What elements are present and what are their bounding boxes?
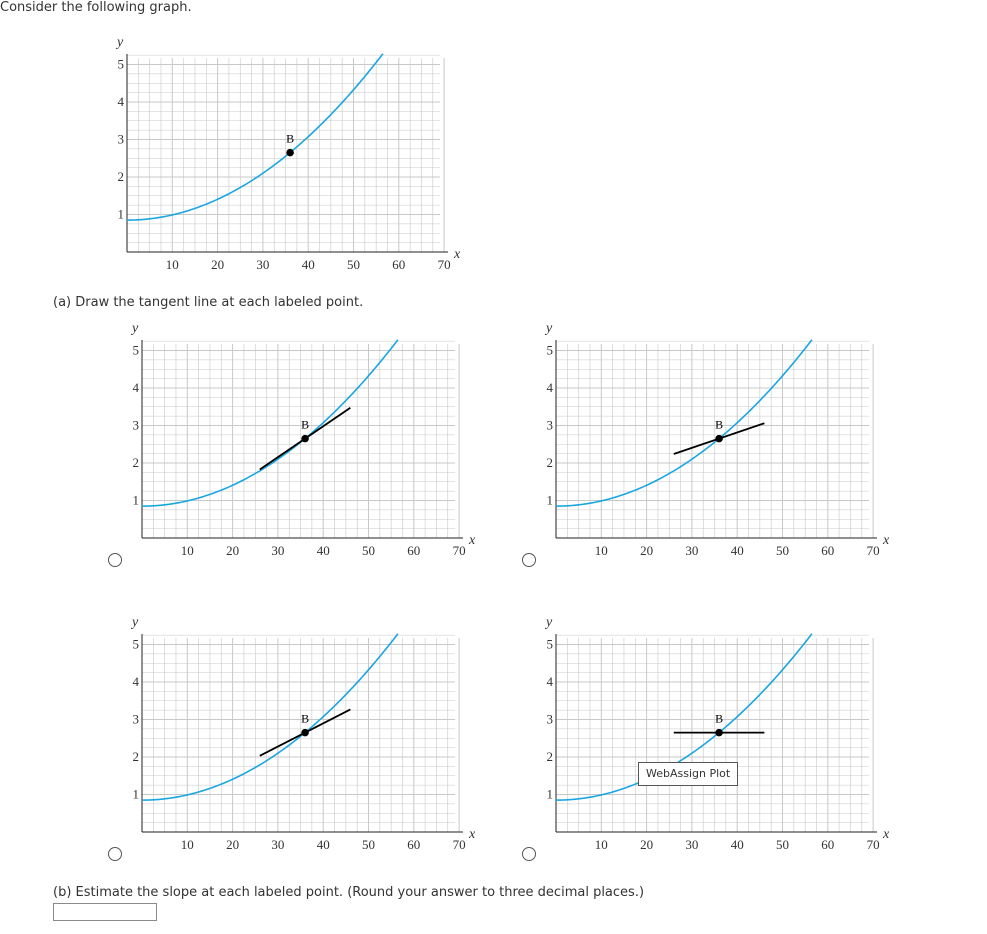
option-4-graph[interactable]: 10 20 30 40 50 60 70 1 2 3 4 5 x y B [534, 610, 904, 860]
y-tick-label: 1 [547, 787, 554, 802]
y-axis-label: y [544, 321, 553, 336]
y-tick-label: 5 [133, 637, 140, 652]
x-tick-label: 20 [640, 543, 653, 558]
point-b-marker [715, 728, 723, 737]
y-tick-label: 1 [133, 787, 140, 802]
option-3-graph[interactable]: 10 20 30 40 50 60 70 1 2 3 4 5 x y B [120, 610, 490, 860]
point-b-marker [286, 148, 294, 157]
y-tick-label: 2 [547, 455, 554, 470]
y-tick-label: 4 [118, 94, 125, 109]
point-b-marker [715, 434, 723, 443]
x-tick-label: 70 [453, 837, 466, 852]
y-tick-label: 1 [133, 493, 140, 508]
x-tick-label: 30 [256, 257, 269, 272]
y-tick-label: 3 [118, 132, 125, 147]
prompt-text: Consider the following graph. [0, 0, 192, 15]
point-b-label: B [715, 418, 723, 432]
option-1-graph[interactable]: 10 20 30 40 50 60 70 1 2 3 4 5 x y B [120, 316, 490, 566]
x-tick-label: 40 [317, 543, 330, 558]
x-tick-label: 10 [181, 543, 194, 558]
y-axis-label: y [544, 615, 553, 630]
point-b-label: B [286, 132, 294, 146]
x-tick-label: 30 [271, 837, 284, 852]
y-tick-label: 3 [547, 712, 554, 727]
x-tick-label: 60 [407, 837, 420, 852]
x-axis-label: x [882, 533, 890, 548]
x-tick-label: 10 [595, 837, 608, 852]
y-tick-label: 2 [133, 455, 140, 470]
x-tick-label: 50 [347, 257, 360, 272]
x-tick-label: 20 [211, 257, 224, 272]
point-b-label: B [301, 418, 309, 432]
point-b-label: B [301, 712, 309, 726]
y-tick-label: 2 [118, 169, 125, 184]
y-tick-label: 5 [118, 57, 125, 72]
y-tick-label: 2 [547, 749, 554, 764]
part-b-text: (b) Estimate the slope at each labeled p… [53, 885, 645, 900]
webassign-plot-tooltip: WebAssign Plot [638, 762, 739, 786]
curve [555, 633, 813, 801]
option-2-graph[interactable]: 10 20 30 40 50 60 70 1 2 3 4 5 x y B [534, 316, 904, 566]
y-tick-label: 3 [133, 712, 140, 727]
y-tick-label: 5 [133, 343, 140, 358]
point-b-label: B [715, 712, 723, 726]
y-axis-label: y [115, 35, 124, 50]
option-4-radio[interactable] [522, 847, 536, 861]
y-tick-label: 4 [133, 674, 140, 689]
x-tick-label: 30 [271, 543, 284, 558]
option-1-radio[interactable] [108, 553, 122, 567]
x-tick-label: 20 [226, 837, 239, 852]
part-a-text: (a) Draw the tangent line at each labele… [53, 295, 364, 310]
x-tick-label: 40 [317, 837, 330, 852]
x-tick-label: 70 [867, 837, 880, 852]
x-tick-label: 50 [362, 543, 375, 558]
option-2-radio[interactable] [522, 553, 536, 567]
y-tick-label: 2 [133, 749, 140, 764]
y-axis-label: y [130, 615, 139, 630]
y-tick-label: 1 [118, 207, 125, 222]
y-tick-label: 5 [547, 637, 554, 652]
x-axis-label: x [882, 827, 890, 842]
curve [126, 53, 384, 221]
x-axis-label: x [468, 533, 476, 548]
y-tick-label: 1 [547, 493, 554, 508]
x-tick-label: 30 [685, 543, 698, 558]
x-tick-label: 50 [776, 543, 789, 558]
slope-answer-input[interactable] [53, 903, 157, 921]
x-tick-label: 20 [640, 837, 653, 852]
given-graph: 10 20 30 40 50 60 70 1 2 3 4 5 x y B [115, 35, 461, 272]
x-axis-label: x [468, 827, 476, 842]
x-axis-label: x [453, 247, 461, 262]
x-tick-label: 10 [595, 543, 608, 558]
x-tick-label: 40 [731, 837, 744, 852]
x-tick-label: 70 [453, 543, 466, 558]
x-tick-label: 60 [821, 837, 834, 852]
y-tick-label: 4 [547, 380, 554, 395]
curve [555, 339, 813, 507]
x-tick-label: 50 [776, 837, 789, 852]
y-tick-label: 3 [133, 418, 140, 433]
curve [141, 339, 399, 507]
x-tick-label: 40 [302, 257, 315, 272]
y-axis-label: y [130, 321, 139, 336]
point-b-marker [301, 728, 309, 737]
option-3-radio[interactable] [108, 847, 122, 861]
x-tick-label: 60 [392, 257, 405, 272]
x-tick-label: 20 [226, 543, 239, 558]
x-tick-label: 60 [407, 543, 420, 558]
y-tick-label: 5 [547, 343, 554, 358]
y-tick-label: 4 [547, 674, 554, 689]
y-tick-label: 4 [133, 380, 140, 395]
x-tick-label: 60 [821, 543, 834, 558]
y-tick-label: 3 [547, 418, 554, 433]
x-tick-label: 50 [362, 837, 375, 852]
x-tick-label: 30 [685, 837, 698, 852]
x-tick-label: 70 [438, 257, 451, 272]
point-b-marker [301, 434, 309, 443]
x-tick-label: 10 [181, 837, 194, 852]
x-tick-label: 70 [867, 543, 880, 558]
curve [141, 633, 399, 801]
x-tick-label: 40 [731, 543, 744, 558]
x-tick-label: 10 [166, 257, 179, 272]
